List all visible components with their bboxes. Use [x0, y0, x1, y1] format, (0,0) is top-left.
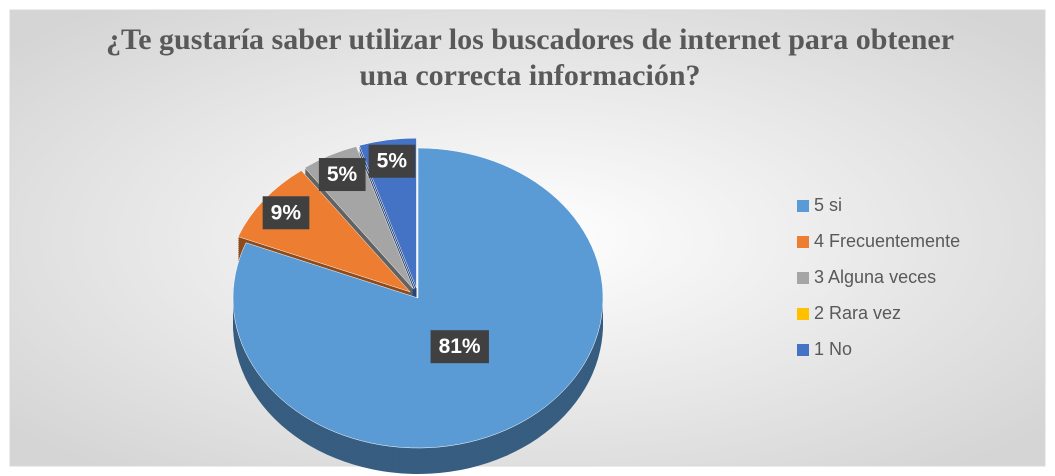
legend-swatch — [797, 308, 809, 320]
legend-label: 4 Frecuentemente — [814, 231, 960, 251]
data-label-box — [262, 196, 310, 230]
pie-slice — [357, 145, 416, 289]
chart-title: ¿Te gustaría saber utilizar los buscador… — [105, 23, 955, 92]
legend-label: 5 si — [814, 195, 842, 215]
data-label-box — [430, 330, 489, 364]
data-label: 81% — [439, 335, 481, 358]
data-label: 9% — [271, 201, 302, 224]
legend-swatch — [797, 236, 809, 248]
data-label-box — [318, 158, 366, 192]
legend-label: 1 No — [814, 339, 852, 359]
legend-label: 2 Rara vez — [814, 303, 901, 323]
data-label: 5% — [327, 163, 358, 186]
data-label: 5% — [377, 150, 408, 173]
pie-slice — [232, 147, 604, 449]
legend-label: 3 Alguna veces — [814, 267, 936, 287]
data-label-box — [368, 144, 416, 178]
legend-swatch — [797, 200, 809, 212]
legend-swatch — [797, 344, 809, 356]
legend-swatch — [797, 272, 809, 284]
